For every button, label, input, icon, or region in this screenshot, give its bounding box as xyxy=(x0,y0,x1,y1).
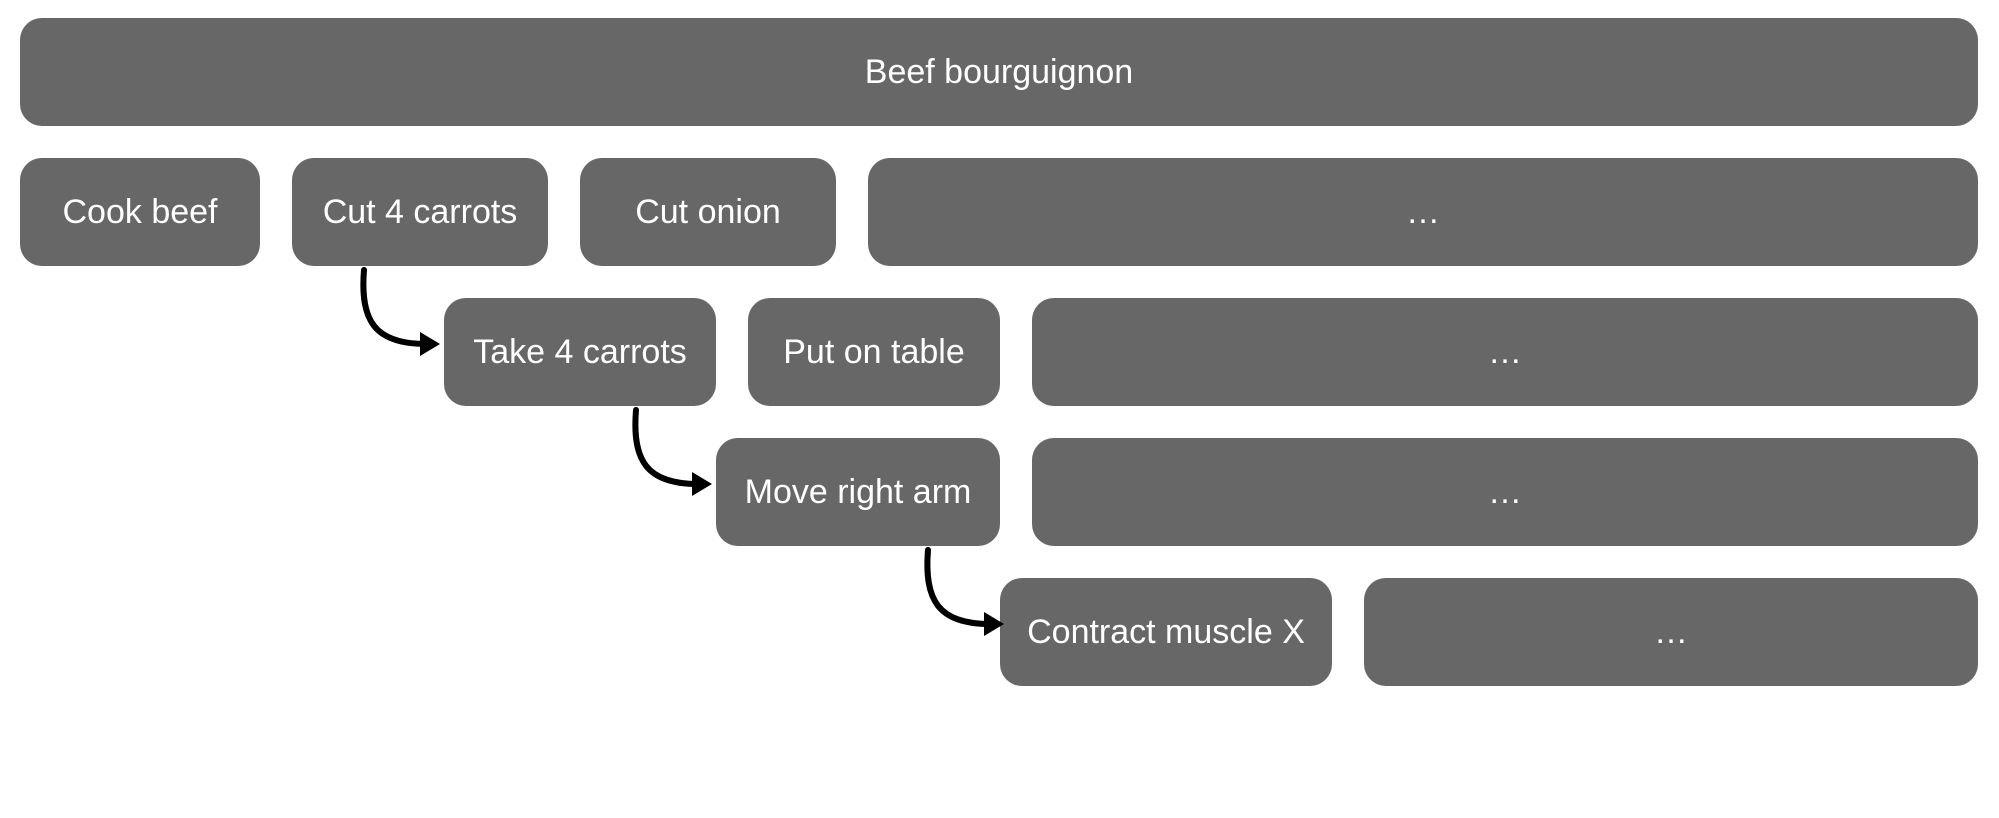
node-r2b: Put on table xyxy=(748,298,1000,406)
arrow-r1b-to-r2a xyxy=(336,264,446,374)
node-r2a: Take 4 carrots xyxy=(444,298,716,406)
arrow-r2a-to-r3a xyxy=(608,404,718,514)
node-r3b: … xyxy=(1032,438,1978,546)
arrow-r3a-to-r4a xyxy=(900,544,1010,654)
node-root: Beef bourguignon xyxy=(20,18,1978,126)
node-r1c: Cut onion xyxy=(580,158,836,266)
node-r1a: Cook beef xyxy=(20,158,260,266)
node-r2c: … xyxy=(1032,298,1978,406)
diagram-canvas: Beef bourguignon Cook beef Cut 4 carrots Cu… xyxy=(0,0,1999,818)
node-r4a: Contract muscle X xyxy=(1000,578,1332,686)
node-r3a: Move right arm xyxy=(716,438,1000,546)
node-r1b: Cut 4 carrots xyxy=(292,158,548,266)
node-r1d: … xyxy=(868,158,1978,266)
node-r4b: … xyxy=(1364,578,1978,686)
